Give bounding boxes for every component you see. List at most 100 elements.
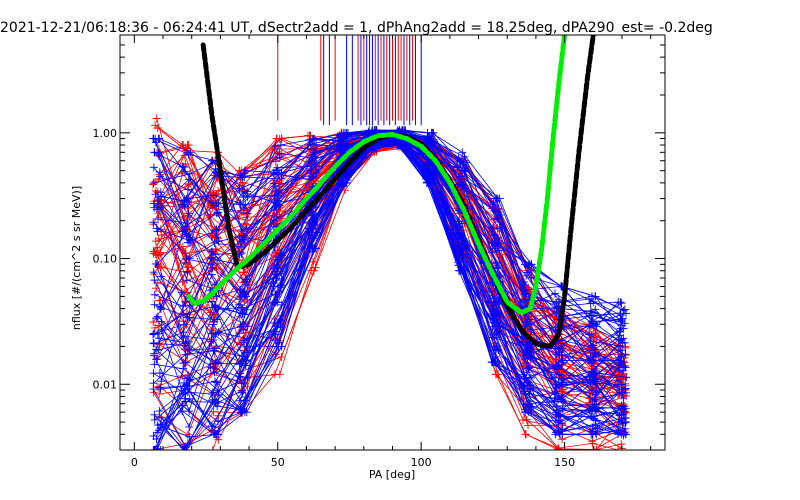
- red_series-marker: [152, 114, 161, 123]
- blue_series-marker: [237, 225, 246, 234]
- blue_series-marker: [178, 302, 187, 311]
- y-axis: 0.01 0.10 1.00: [93, 34, 665, 451]
- blue_series-marker: [242, 292, 251, 301]
- blue_series-marker: [525, 389, 534, 398]
- blue_series-marker: [275, 149, 284, 158]
- blue_series-marker: [524, 363, 533, 372]
- blue_series-marker: [185, 301, 194, 310]
- blue_series-marker: [616, 298, 625, 307]
- blue_series-marker: [150, 415, 159, 424]
- blue_series-marker: [555, 370, 564, 379]
- blue_series-marker: [237, 386, 246, 395]
- blue_series-marker: [456, 245, 465, 254]
- blue_series-marker: [271, 141, 280, 150]
- blue_series-marker: [559, 397, 568, 406]
- blue_series-marker: [370, 126, 379, 135]
- blue_series-marker: [183, 185, 192, 194]
- blue_series-marker: [243, 348, 252, 357]
- blue_series-marker: [552, 402, 561, 411]
- blue_series-marker: [591, 292, 600, 301]
- blue_series-marker: [155, 383, 164, 392]
- blue_series-marker: [210, 368, 219, 377]
- blue_series-marker: [619, 357, 628, 366]
- x-tick-label: 0: [131, 456, 138, 469]
- blue_series-marker: [150, 290, 159, 299]
- blue_series-marker: [593, 424, 602, 433]
- red_series-marker: [155, 296, 164, 305]
- blue_series-marker: [149, 134, 158, 143]
- blue_series-marker: [271, 198, 280, 207]
- blue_series-marker: [236, 405, 245, 414]
- blue_series-marker: [207, 329, 216, 338]
- blue_series-marker: [155, 334, 164, 343]
- blue_series-marker: [182, 374, 191, 383]
- red_series-marker: [524, 421, 533, 430]
- blue_series-marker: [212, 226, 221, 235]
- blue_series-marker: [240, 236, 249, 245]
- red_series-marker: [239, 268, 248, 277]
- blue_series-marker: [154, 148, 163, 157]
- red_series-marker: [180, 213, 189, 222]
- blue_series-marker: [495, 194, 504, 203]
- blue_series-spectrum: [155, 129, 626, 310]
- blue_series-marker: [558, 356, 567, 365]
- blue_series-marker: [306, 140, 315, 149]
- blue_series-marker: [154, 197, 163, 206]
- x-axis: 0 50 100 150: [131, 35, 652, 469]
- red_series-marker: [273, 147, 282, 156]
- blue_series-marker: [458, 166, 467, 175]
- blue_series-marker: [620, 361, 629, 370]
- blue_series-marker: [590, 345, 599, 354]
- red_series-marker: [149, 318, 158, 327]
- red_series-marker: [178, 278, 187, 287]
- red_series-marker: [214, 186, 223, 195]
- blue_series-marker: [619, 419, 628, 428]
- blue_series-marker: [242, 342, 251, 351]
- x-tick-label: 150: [554, 456, 575, 469]
- blue_series-marker: [617, 385, 626, 394]
- blue_series-marker: [214, 398, 223, 407]
- blue_series-marker: [185, 254, 194, 263]
- blue_series-marker: [622, 309, 631, 318]
- blue_series-marker: [157, 192, 166, 201]
- blue_series-spectrum: [155, 138, 626, 396]
- blue_series-marker: [588, 427, 597, 436]
- blue_series-marker: [183, 267, 192, 276]
- blue_series-marker: [209, 320, 218, 329]
- blue_series-marker: [550, 389, 559, 398]
- blue_series-spectrum: [154, 139, 620, 402]
- blue_series-marker: [151, 190, 160, 199]
- blue_series-marker: [236, 200, 245, 209]
- blue_series-marker: [149, 199, 158, 208]
- blue_series-marker: [489, 318, 498, 327]
- blue_series-marker: [150, 446, 159, 450]
- blue_series-marker: [309, 173, 318, 182]
- blue_series-marker: [309, 152, 318, 161]
- red_series-marker: [275, 179, 284, 188]
- plot-area: [149, 35, 631, 450]
- blue_series-marker: [453, 224, 462, 233]
- blue_series-marker: [207, 198, 216, 207]
- blue_series-marker: [587, 386, 596, 395]
- blue_series-marker: [339, 134, 348, 143]
- blue_series-marker: [210, 317, 219, 326]
- red_series-marker: [307, 266, 316, 275]
- blue_series-marker: [587, 370, 596, 379]
- blue_series-marker: [211, 301, 220, 310]
- blue_series-marker: [307, 165, 316, 174]
- red_series-marker: [271, 220, 280, 229]
- blue_series-marker: [460, 181, 469, 190]
- blue_series-marker: [206, 363, 215, 372]
- y-axis-label: nflux [#/(cm^2 s sr MeV)]: [70, 186, 83, 330]
- blue_series-marker: [454, 154, 463, 163]
- blue_series-marker: [495, 210, 504, 219]
- blue_series-marker: [614, 363, 623, 372]
- blue_series-marker: [426, 178, 435, 187]
- blue_series-marker: [214, 328, 223, 337]
- blue_series-marker: [184, 337, 193, 346]
- blue_series-marker: [455, 251, 464, 260]
- blue_series-marker: [275, 287, 284, 296]
- blue_series-spectrum: [153, 144, 624, 437]
- blue_series-marker: [271, 330, 280, 339]
- blue_series-marker: [149, 163, 158, 172]
